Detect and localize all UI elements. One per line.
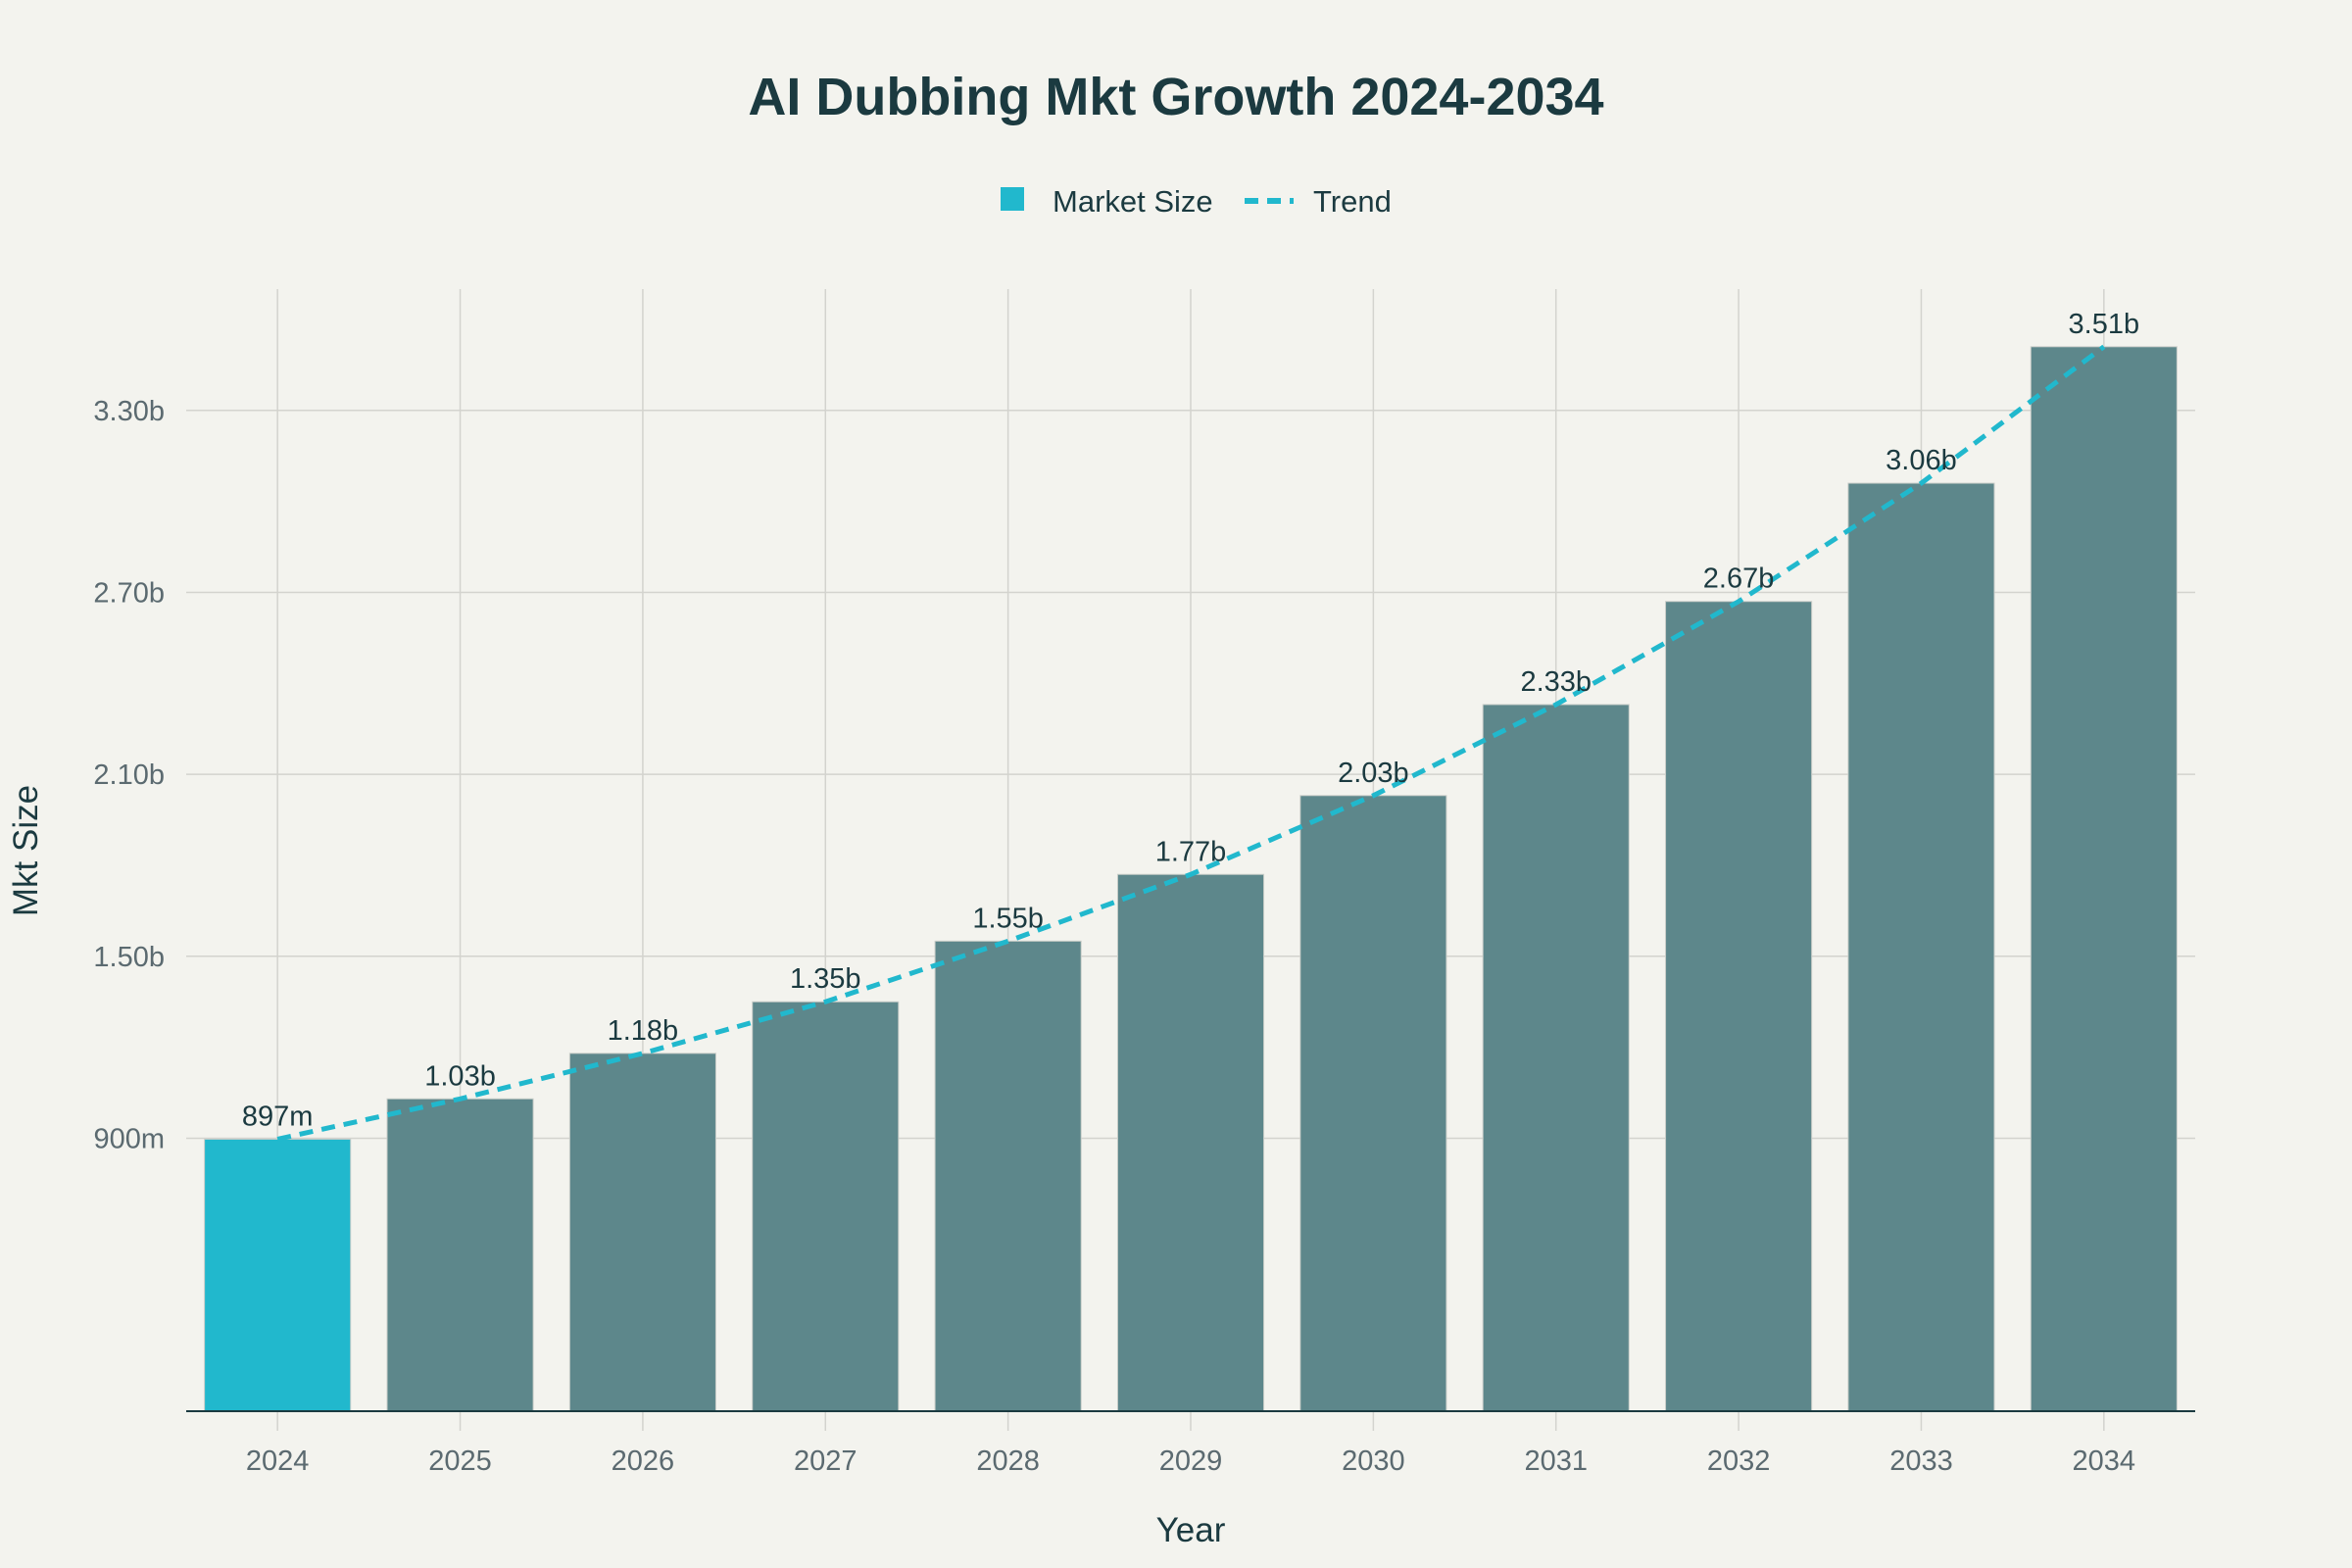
x-tick-label: 2024 bbox=[246, 1446, 310, 1477]
data-label: 2.03b bbox=[1338, 758, 1409, 789]
y-axis-title: Mkt Size bbox=[7, 785, 45, 916]
x-tick-label: 2027 bbox=[794, 1446, 858, 1477]
chart-title: AI Dubbing Mkt Growth 2024-2034 bbox=[748, 68, 1603, 126]
x-tick-label: 2031 bbox=[1524, 1446, 1588, 1477]
x-tick-label: 2029 bbox=[1159, 1446, 1223, 1477]
x-tick-label: 2034 bbox=[2073, 1446, 2136, 1477]
y-tick-label: 2.10b bbox=[93, 760, 165, 791]
x-tick-label: 2026 bbox=[612, 1446, 675, 1477]
y-tick-label: 1.50b bbox=[93, 942, 165, 973]
legend[interactable]: Market Size Trend bbox=[1001, 184, 1392, 219]
x-tick-label: 2032 bbox=[1707, 1446, 1771, 1477]
bar-2029 bbox=[1116, 873, 1265, 1412]
data-label: 3.06b bbox=[1886, 445, 1957, 476]
bar-2025 bbox=[386, 1098, 534, 1412]
bar-2030 bbox=[1299, 795, 1447, 1412]
data-label: 1.35b bbox=[790, 963, 861, 995]
bar-2027 bbox=[752, 1001, 900, 1412]
data-label: 1.77b bbox=[1155, 836, 1227, 867]
x-tick-label: 2025 bbox=[428, 1446, 492, 1477]
bar-2024 bbox=[204, 1138, 352, 1412]
bar-2032 bbox=[1665, 601, 1813, 1412]
y-tick-label: 3.30b bbox=[93, 396, 165, 427]
data-label: 2.67b bbox=[1703, 564, 1775, 595]
trend-line bbox=[276, 344, 2106, 1142]
data-label: 3.51b bbox=[2069, 309, 2140, 340]
legend-market-size-label: Market Size bbox=[1053, 184, 1213, 219]
bar-2033 bbox=[1847, 482, 1995, 1412]
data-label: 1.03b bbox=[424, 1060, 496, 1092]
bar-2034 bbox=[2030, 346, 2178, 1412]
x-axis-title: Year bbox=[1156, 1511, 1226, 1549]
data-label: 1.18b bbox=[608, 1015, 679, 1047]
y-tick-label: 2.70b bbox=[93, 577, 165, 609]
data-label: 2.33b bbox=[1520, 666, 1592, 698]
x-tick-label: 2033 bbox=[1889, 1446, 1953, 1477]
bar-2026 bbox=[568, 1053, 716, 1412]
legend-trend-label: Trend bbox=[1313, 184, 1392, 219]
x-tick-label: 2030 bbox=[1342, 1446, 1405, 1477]
bar-2028 bbox=[934, 940, 1082, 1412]
data-label: 1.55b bbox=[972, 903, 1044, 934]
x-tick-label: 2028 bbox=[976, 1446, 1040, 1477]
legend-market-size-swatch bbox=[1001, 187, 1024, 211]
data-label: 897m bbox=[242, 1101, 314, 1132]
y-tick-label: 900m bbox=[93, 1123, 165, 1154]
bar-2031 bbox=[1482, 704, 1630, 1412]
